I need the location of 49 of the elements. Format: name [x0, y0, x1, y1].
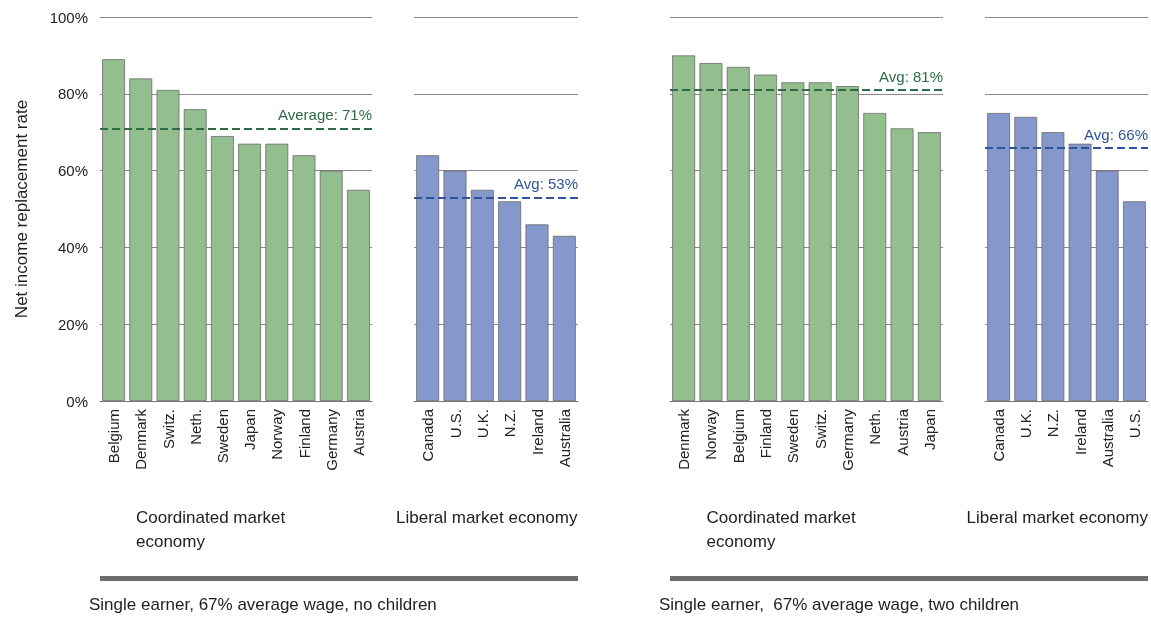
x-tick-label: Australia: [1098, 408, 1116, 468]
x-tick-label: U.K.: [473, 409, 491, 439]
y-tick-label: 60%: [57, 162, 88, 180]
x-tick-label: Neth.: [186, 409, 204, 445]
x-tick-label: U.K.: [1017, 409, 1035, 439]
x-tick-label: Japan: [920, 409, 938, 450]
x-tick-label: Japan: [241, 409, 259, 450]
text: Single earner, 67% average wage, no children: [89, 595, 437, 614]
x-tick-label: Sweden: [784, 409, 802, 464]
ref-line-label: Avg: 66%: [1084, 125, 1148, 143]
x-tick-label: Finland: [757, 409, 775, 459]
x-tick-label: Ireland: [528, 409, 546, 455]
x-tick-label: U.S.: [446, 409, 464, 439]
x-axis-title: Liberal market economy: [396, 507, 578, 527]
x-axis-title: Liberal market economy: [966, 507, 1149, 527]
x-tick-label: Norway: [702, 408, 720, 460]
x-tick-label: U.S.: [1125, 409, 1143, 439]
x-tick-label: Belgium: [729, 409, 747, 464]
x-tick-label: Neth.: [866, 409, 884, 445]
x-tick-label: Norway: [268, 408, 286, 460]
x-tick-label: N.Z.: [1044, 409, 1062, 438]
x-tick-label: Finland: [295, 409, 313, 459]
x-axis-title: Coordinated market economy: [706, 507, 861, 551]
y-tick-label: 0%: [66, 392, 88, 410]
x-tick-label: Switz.: [159, 409, 177, 450]
y-tick-label: 80%: [57, 85, 88, 103]
ref-line-label: Avg: 53%: [514, 175, 578, 193]
x-tick-label: Canada: [419, 408, 437, 462]
y-tick-label: 20%: [57, 315, 88, 333]
x-tick-label: Belgium: [105, 409, 123, 464]
x-tick-label: Austria: [349, 408, 367, 456]
x-tick-label: Sweden: [213, 409, 231, 464]
x-tick-label: Australia: [555, 408, 573, 468]
text: Single earner, 67% average wage, two children: [659, 595, 1020, 614]
x-tick-label: Austria: [893, 408, 911, 456]
x-tick-label: Germany: [838, 408, 856, 471]
x-tick-label: Denmark: [132, 408, 150, 470]
x-tick-label: Ireland: [1071, 409, 1089, 455]
ref-line-label: Average: 71%: [278, 106, 372, 124]
y-axis-title: Net income replacement rate: [12, 99, 31, 319]
x-tick-label: Denmark: [675, 408, 693, 470]
y-tick-label: 100%: [49, 8, 88, 26]
x-tick-label: N.Z.: [501, 409, 519, 438]
x-tick-label: Canada: [990, 408, 1008, 462]
x-tick-label: Switz.: [811, 409, 829, 450]
y-tick-label: 40%: [57, 238, 88, 256]
x-axis-title: Coordinated market economy: [136, 507, 291, 551]
x-tick-label: Germany: [322, 408, 340, 471]
ref-line-label: Avg: 81%: [879, 67, 943, 85]
